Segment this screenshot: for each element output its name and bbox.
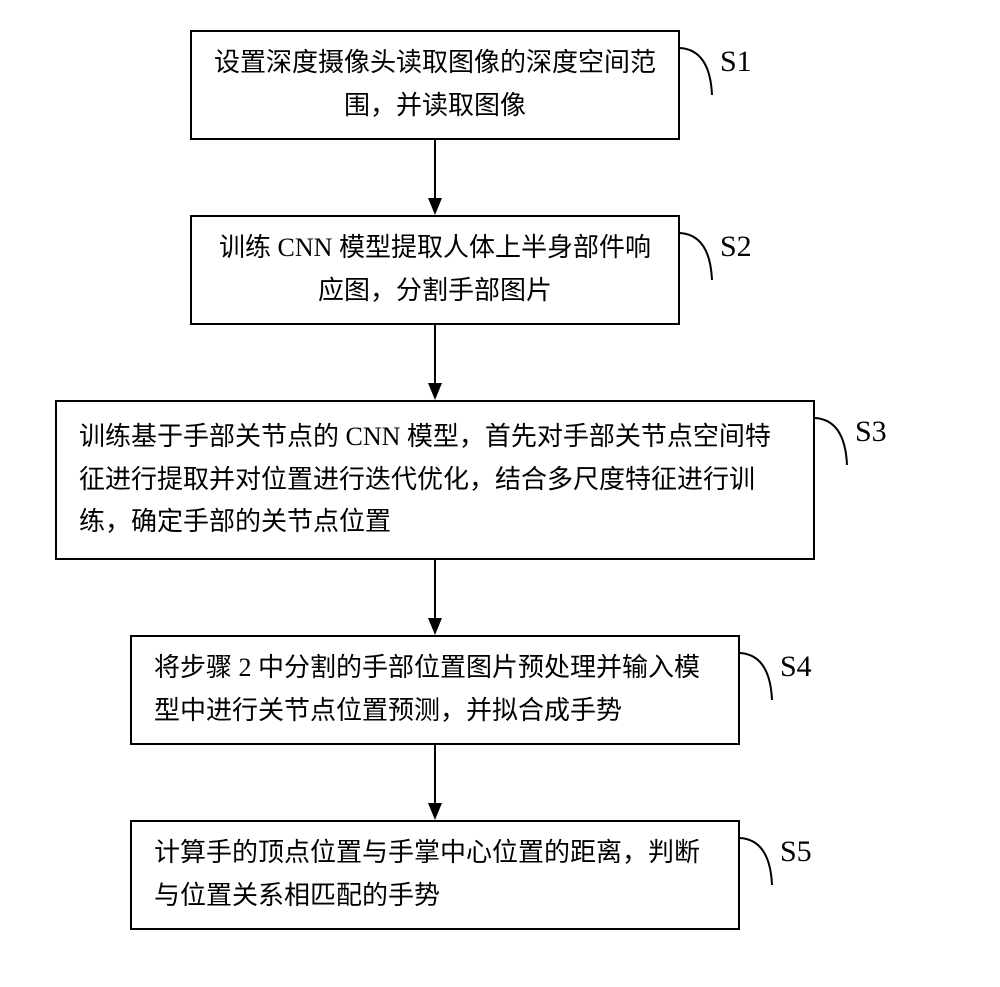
arrow-s1-s2 <box>425 140 445 215</box>
flow-node-s4: 将步骤 2 中分割的手部位置图片预处理并输入模型中进行关节点位置预测，并拟合成手… <box>130 635 740 745</box>
arrow-s4-s5 <box>425 745 445 820</box>
flow-node-s3: 训练基于手部关节点的 CNN 模型，首先对手部关节点空间特征进行提取并对位置进行… <box>55 400 815 560</box>
arrow-s2-s3 <box>425 325 445 400</box>
node-text: 训练 CNN 模型提取人体上半身部件响应图，分割手部图片 <box>214 227 656 313</box>
node-text: 设置深度摄像头读取图像的深度空间范围，并读取图像 <box>214 42 656 128</box>
flow-node-s2: 训练 CNN 模型提取人体上半身部件响应图，分割手部图片 <box>190 215 680 325</box>
node-text: 计算手的顶点位置与手掌中心位置的距离，判断与位置关系相匹配的手势 <box>154 832 716 918</box>
flow-node-s1: 设置深度摄像头读取图像的深度空间范围，并读取图像 <box>190 30 680 140</box>
step-label-s4: S4 <box>780 650 812 684</box>
node-text: 训练基于手部关节点的 CNN 模型，首先对手部关节点空间特征进行提取并对位置进行… <box>79 416 791 545</box>
step-label-s5: S5 <box>780 835 812 869</box>
step-label-s3: S3 <box>855 415 887 449</box>
flowchart-canvas: 设置深度摄像头读取图像的深度空间范围，并读取图像 S1 训练 CNN 模型提取人… <box>0 0 1000 987</box>
node-text: 将步骤 2 中分割的手部位置图片预处理并输入模型中进行关节点位置预测，并拟合成手… <box>154 647 716 733</box>
step-label-s1: S1 <box>720 45 752 79</box>
flow-node-s5: 计算手的顶点位置与手掌中心位置的距离，判断与位置关系相匹配的手势 <box>130 820 740 930</box>
step-label-s2: S2 <box>720 230 752 264</box>
arrow-s3-s4 <box>425 560 445 635</box>
